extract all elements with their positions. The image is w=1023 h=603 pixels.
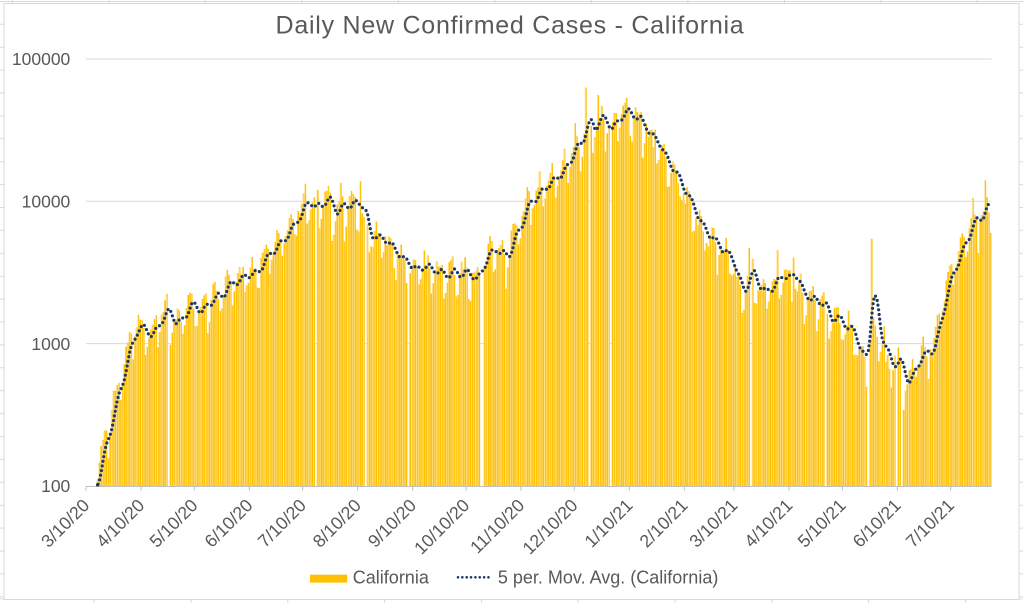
svg-text:Daily New Confirmed Cases - Ca: Daily New Confirmed Cases - California — [276, 12, 745, 40]
svg-text:5 per. Mov. Avg. (California): 5 per. Mov. Avg. (California) — [498, 568, 718, 588]
svg-text:1000: 1000 — [31, 334, 70, 354]
svg-text:10000: 10000 — [22, 192, 71, 212]
svg-text:100000: 100000 — [12, 49, 71, 69]
svg-text:100: 100 — [41, 476, 70, 496]
svg-text:California: California — [353, 568, 430, 588]
